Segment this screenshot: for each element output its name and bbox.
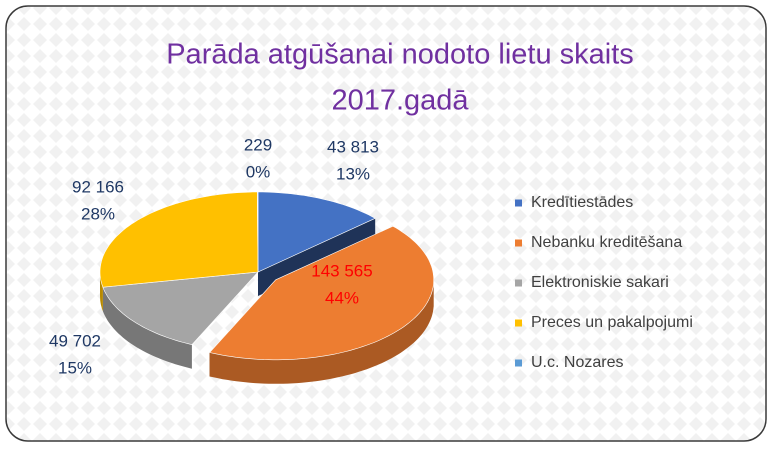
slice-side xyxy=(209,279,434,384)
labels: 43 813 13% 143 565 44% 49 702 15% 92 166 28% 229… xyxy=(49,135,379,377)
legend: Kredītiestādes Nebanku kreditēšana Elektro… xyxy=(515,194,693,371)
slice-side xyxy=(102,287,192,369)
legend-marker xyxy=(515,319,522,327)
pie-slice xyxy=(209,225,434,361)
percent-label: 13% xyxy=(336,164,370,183)
pie xyxy=(99,191,434,384)
percent-label: 15% xyxy=(58,358,92,377)
chart-frame xyxy=(5,5,767,442)
legend-label: Kredītiestādes xyxy=(531,194,633,211)
percent-label: 0% xyxy=(246,162,271,181)
data-label: 143 565 xyxy=(311,261,372,280)
legend-marker xyxy=(515,279,522,287)
data-label: 49 702 xyxy=(49,331,101,350)
pie-slice xyxy=(99,191,259,288)
legend-label: Nebanku kreditēšana xyxy=(531,234,682,251)
legend-marker xyxy=(515,359,522,367)
data-label: 92 166 xyxy=(72,177,124,196)
legend-label: Preces un pakalpojumi xyxy=(531,314,693,331)
slice-side xyxy=(100,272,103,312)
pie-slice xyxy=(102,271,259,346)
pie-slice xyxy=(256,191,259,273)
legend-marker xyxy=(515,239,522,247)
percent-label: 28% xyxy=(81,204,115,223)
legend-marker xyxy=(515,199,522,207)
data-label: 229 xyxy=(244,135,272,154)
pie-slice xyxy=(257,191,376,273)
chart-title: Parāda atgūšanai nodoto lietu skaits xyxy=(166,39,634,71)
legend-label: U.c. Nozares xyxy=(531,354,623,371)
chart-subtitle: 2017.gadā xyxy=(331,85,469,117)
percent-label: 44% xyxy=(325,288,359,307)
legend-label: Elektroniskie sakari xyxy=(531,274,669,291)
data-label: 43 813 xyxy=(327,137,379,156)
